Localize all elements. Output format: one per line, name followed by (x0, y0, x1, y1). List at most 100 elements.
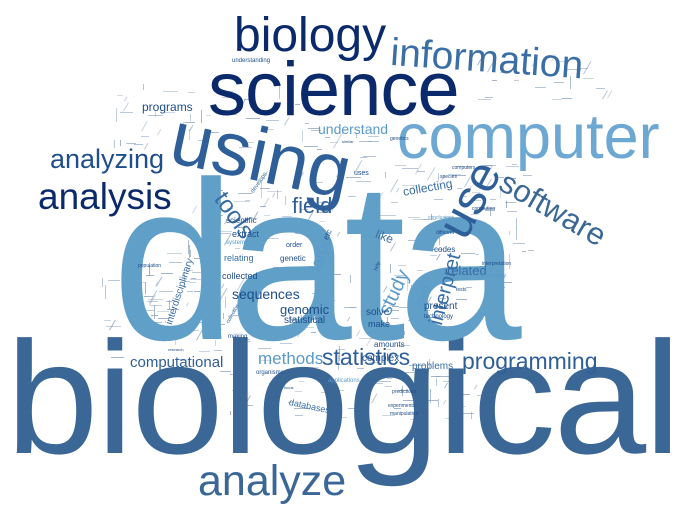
filler-stroke (258, 348, 272, 350)
word-experiments: experiments (388, 403, 416, 409)
filler-stroke (534, 86, 547, 88)
filler-stroke (319, 331, 329, 333)
filler-stroke (237, 227, 244, 229)
filler-stroke (147, 330, 154, 332)
filler-stroke (222, 96, 233, 98)
word-relating: relating (224, 253, 254, 263)
filler-stroke (410, 385, 422, 387)
filler-stroke (444, 417, 454, 419)
word-manipulation: manipulation (390, 411, 419, 417)
filler-stroke (223, 95, 239, 97)
filler-stroke (305, 327, 315, 329)
filler-stroke (122, 102, 129, 112)
filler-stroke (447, 173, 461, 175)
filler-stroke (310, 181, 318, 183)
filler-stroke (156, 311, 170, 313)
filler-stroke (132, 291, 138, 293)
filler-stroke (235, 397, 242, 399)
filler-stroke (242, 404, 254, 406)
filler-stroke (461, 195, 467, 197)
filler-stroke (311, 130, 322, 131)
filler-stroke (504, 202, 516, 204)
filler-stroke (417, 270, 424, 272)
filler-stroke (186, 290, 193, 292)
filler-stroke (357, 368, 364, 370)
filler-stroke (338, 348, 346, 350)
filler-stroke (416, 302, 430, 304)
filler-stroke (430, 255, 438, 257)
filler-stroke (392, 305, 400, 307)
filler-stroke (184, 280, 190, 282)
filler-stroke (552, 99, 562, 101)
filler-stroke (449, 368, 462, 370)
word-systems: systems (226, 240, 249, 246)
filler-stroke (521, 251, 526, 253)
filler-stroke (401, 167, 418, 169)
filler-stroke (217, 231, 232, 233)
filler-stroke (558, 61, 569, 63)
filler-stroke (423, 309, 430, 311)
filler-stroke (120, 112, 133, 114)
filler-stroke (432, 325, 438, 327)
filler-stroke (316, 148, 322, 150)
filler-stroke (238, 192, 253, 194)
filler-stroke (210, 275, 217, 276)
filler-stroke (410, 386, 422, 388)
filler-stroke (190, 281, 197, 283)
filler-stroke (391, 202, 399, 204)
word-statistics: statistics (322, 344, 411, 370)
filler-stroke (182, 270, 193, 272)
filler-stroke (471, 192, 480, 194)
filler-stroke (219, 232, 232, 234)
word-interpretation: interpretation (482, 261, 512, 267)
word-sequences: sequences (232, 286, 300, 302)
filler-stroke (368, 140, 379, 142)
word-computer: computer (397, 102, 660, 172)
filler-stroke (247, 218, 257, 220)
filler-stroke (146, 301, 159, 303)
filler-stroke (217, 214, 223, 216)
filler-stroke (386, 378, 393, 380)
filler-stroke (294, 407, 311, 409)
filler-stroke (294, 415, 303, 416)
filler-stroke (478, 266, 489, 268)
filler-stroke (194, 321, 202, 323)
word-programming: programming (462, 348, 598, 374)
filler-stroke (140, 136, 149, 138)
filler-stroke (364, 239, 378, 241)
word-computing: computing (472, 206, 496, 212)
filler-stroke (394, 165, 407, 167)
filler-stroke (276, 278, 281, 280)
filler-stroke (466, 286, 472, 288)
filler-stroke (372, 369, 378, 371)
word-population: population (138, 263, 162, 269)
filler-stroke (578, 67, 589, 69)
word-codes: codes (434, 245, 456, 254)
filler-stroke (230, 114, 238, 116)
filler-stroke (514, 80, 519, 82)
filler-stroke (433, 198, 443, 200)
word-similar: similar (342, 139, 354, 144)
word-biology: biology (234, 9, 387, 62)
filler-stroke (166, 252, 182, 254)
filler-stroke (117, 94, 124, 96)
filler-stroke (492, 79, 498, 81)
filler-stroke (107, 280, 121, 282)
word-understanding: understanding (232, 58, 271, 64)
word-computers: computers (452, 165, 476, 171)
word-science: science (208, 47, 460, 132)
filler-stroke (148, 298, 163, 300)
filler-stroke (146, 331, 159, 333)
filler-stroke (306, 311, 313, 313)
word-order: order (286, 242, 303, 249)
word-genomic: genomic (280, 302, 330, 317)
filler-stroke (417, 170, 426, 172)
filler-stroke (467, 269, 481, 271)
filler-stroke (220, 370, 232, 372)
filler-stroke (272, 267, 280, 269)
filler-stroke (435, 224, 452, 226)
filler-stroke (583, 78, 594, 80)
filler-stroke (318, 202, 329, 204)
word-tests: tests (456, 287, 467, 293)
word-statistical: statistical (284, 315, 326, 326)
